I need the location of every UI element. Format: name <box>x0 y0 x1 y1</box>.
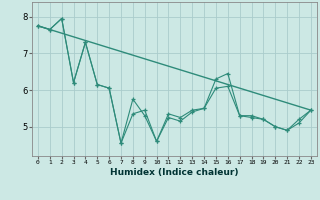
X-axis label: Humidex (Indice chaleur): Humidex (Indice chaleur) <box>110 168 239 177</box>
